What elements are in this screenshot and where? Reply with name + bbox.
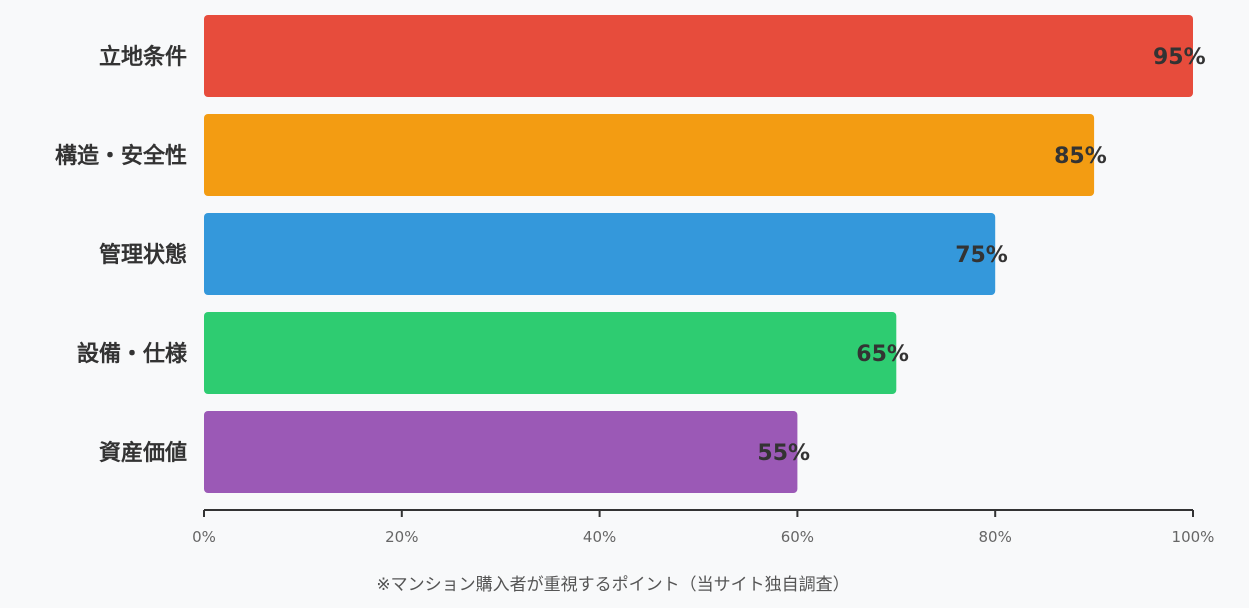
bar-5 [204,411,798,493]
category-label-5: 資産価値 [99,440,187,466]
bar-1 [204,15,1193,97]
bar-4 [204,312,897,394]
x-tick-label-1: 20% [385,528,418,546]
category-label-2: 構造・安全性 [55,143,187,169]
x-tick-label-2: 40% [583,528,616,546]
data-label-3: 75% [955,243,1008,268]
x-tick-label-3: 60% [781,528,814,546]
x-axis-ticks: 0% 20% 40% 60% 80% 100% [192,510,1214,546]
bar-3 [204,213,996,295]
category-label-3: 管理状態 [99,242,187,268]
x-tick-label-0: 0% [192,528,216,546]
bar-2 [204,114,1095,196]
category-label-1: 立地条件 [99,44,187,70]
data-label-4: 65% [856,342,909,367]
x-tick-label-5: 100% [1172,528,1215,546]
data-label-1: 95% [1153,45,1206,70]
data-label-5: 55% [757,441,810,466]
category-label-4: 設備・仕様 [77,341,188,367]
chart-footnote: ※マンション購入者が重視するポイント（当サイト独自調査） [376,575,849,595]
x-tick-label-4: 80% [979,528,1012,546]
bars-group [204,15,1193,493]
data-labels: 95% 85% 75% 65% 55% [757,45,1205,466]
data-label-2: 85% [1054,144,1107,169]
